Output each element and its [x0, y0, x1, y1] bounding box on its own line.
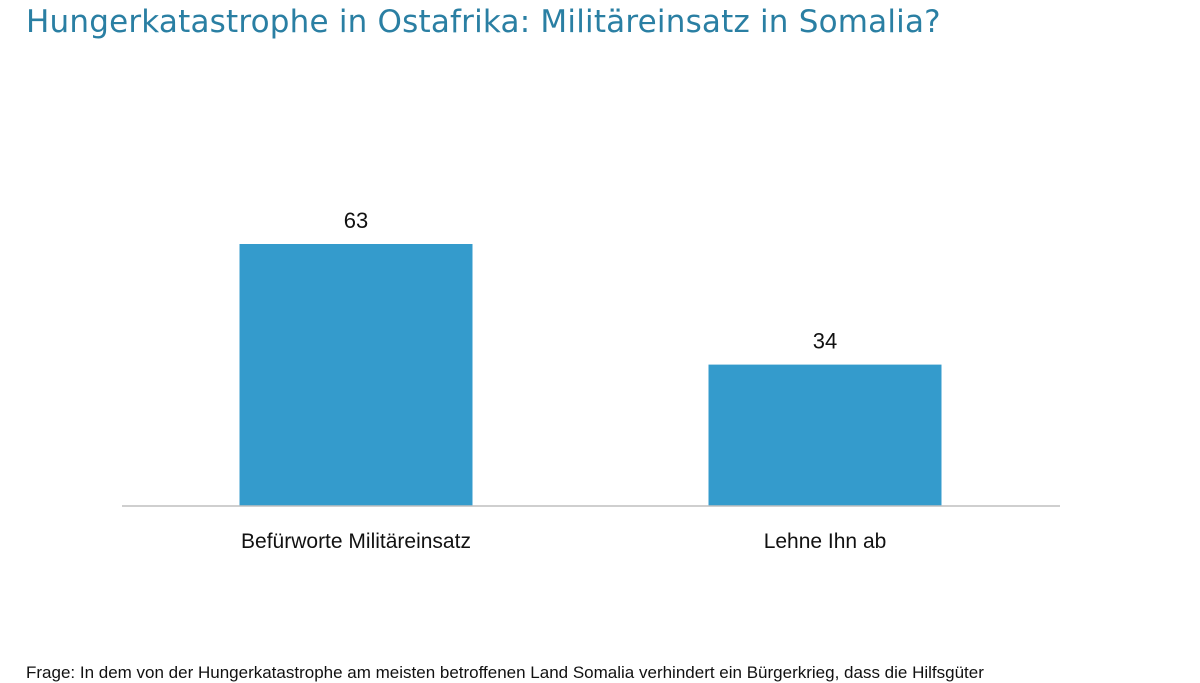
labels-layer: 63 Befürworte Militäreinsatz 34 Lehne Ihn a… [241, 208, 886, 553]
bar-chart: 63 Befürworte Militäreinsatz 34 Lehne Ihn a… [122, 208, 1060, 553]
bars-layer [239, 244, 942, 506]
bar-1 [239, 244, 473, 506]
bar-2 [708, 364, 942, 506]
category-label-1: Befürworte Militäreinsatz [241, 530, 471, 553]
category-label-2: Lehne Ihn ab [764, 530, 887, 553]
question-footnote: Frage: In dem von der Hungerkatastrophe … [26, 663, 984, 682]
chart-title: Hungerkatastrophe in Ostafrika: Militäre… [26, 4, 941, 40]
data-label-1: 63 [344, 208, 368, 233]
data-label-2: 34 [813, 329, 837, 354]
